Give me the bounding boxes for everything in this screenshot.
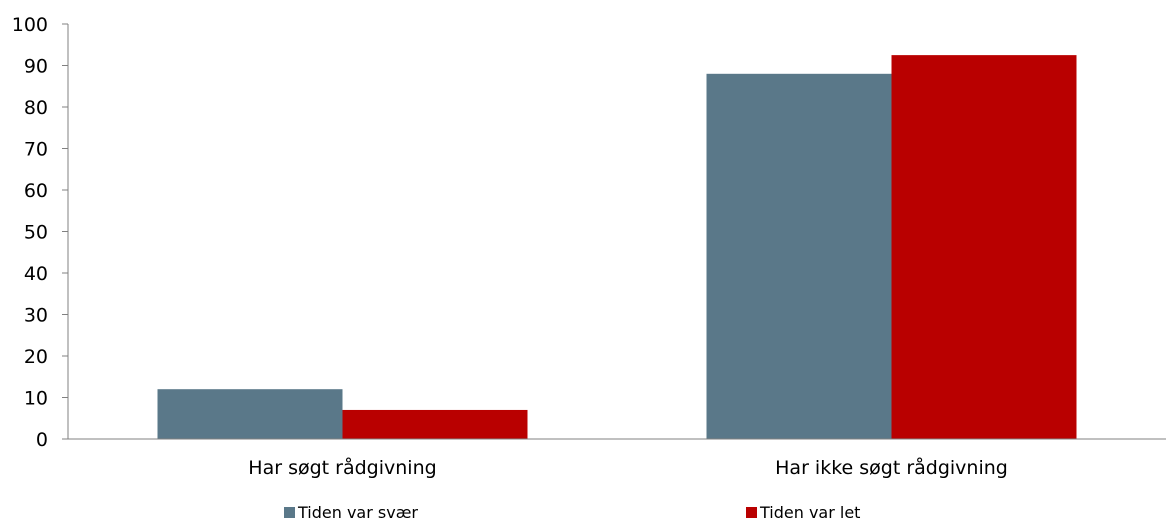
y-tick-label: 70: [24, 139, 48, 161]
legend: Tiden var svær Tiden var let: [284, 503, 860, 522]
bar-tiden-var-let-1: [891, 55, 1077, 439]
x-category-label: Har søgt rådgivning: [248, 456, 436, 479]
legend-label: Tiden var let: [759, 503, 860, 522]
y-tick-label: 0: [36, 429, 48, 451]
y-tick-label: 30: [24, 305, 48, 327]
y-tick-label: 50: [24, 222, 48, 244]
bar-tiden-var-svaer-1: [706, 73, 892, 440]
bar-tiden-var-let-0: [342, 409, 528, 439]
y-tick-label: 10: [24, 388, 48, 410]
legend-item: Tiden var svær: [284, 503, 418, 522]
y-tick-label: 90: [24, 56, 48, 78]
x-category-label: Har ikke søgt rådgivning: [775, 456, 1008, 479]
y-tick-label: 40: [24, 263, 48, 285]
y-tick-label: 60: [24, 180, 48, 202]
y-tick-label: 80: [24, 97, 48, 119]
x-axis: Har søgt rådgivning Har ikke søgt rådgivn…: [68, 438, 1166, 479]
y-tick-label: 100: [12, 14, 48, 36]
bars: [157, 55, 1077, 440]
y-axis: 0 10 20 30 40 50 60 70 80 90 100: [12, 14, 69, 451]
legend-item: Tiden var let: [746, 503, 860, 522]
legend-swatch: [284, 507, 295, 518]
bar-tiden-var-svaer-0: [157, 389, 343, 439]
legend-label: Tiden var svær: [297, 503, 418, 522]
legend-swatch: [746, 507, 757, 518]
y-tick-label: 20: [24, 346, 48, 368]
